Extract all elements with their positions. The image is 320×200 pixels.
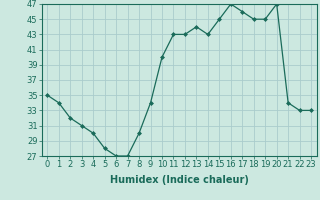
- X-axis label: Humidex (Indice chaleur): Humidex (Indice chaleur): [110, 175, 249, 185]
